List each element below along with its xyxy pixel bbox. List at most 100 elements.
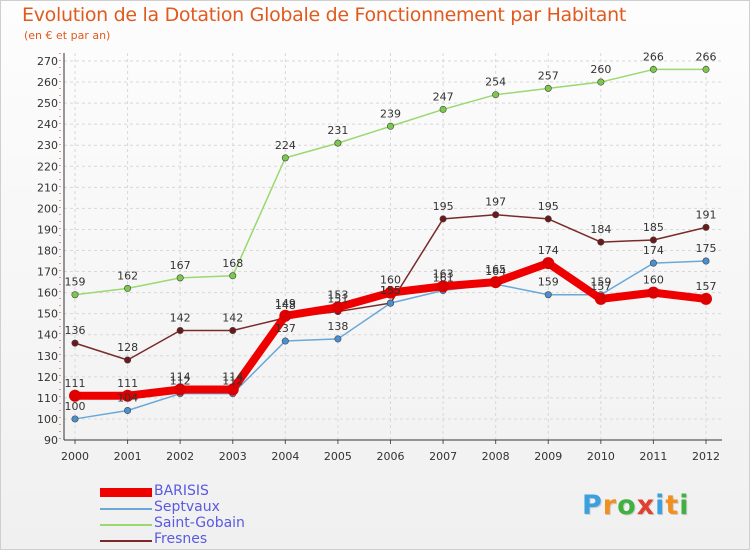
series-point-saint-gobain <box>492 91 500 99</box>
data-label-saint-gobain: 162 <box>117 269 138 282</box>
data-label-fresnes: 136 <box>65 324 86 337</box>
legend-label: Septvaux <box>154 499 220 515</box>
series-point-fresnes <box>439 215 447 223</box>
data-label-barisis: 157 <box>590 280 611 293</box>
data-label-barisis: 114 <box>170 370 191 383</box>
data-label-septvaux: 159 <box>538 276 559 289</box>
series-point-saint-gobain <box>439 105 447 113</box>
data-label-fresnes: 197 <box>485 196 506 209</box>
series-point-barisis <box>69 389 81 402</box>
data-label-saint-gobain: 159 <box>65 276 86 289</box>
y-tick-label: 190 <box>37 223 58 236</box>
x-tick-label: 2006 <box>377 450 405 463</box>
legend-item-fresnes: Fresnes <box>100 531 360 548</box>
data-label-fresnes: 195 <box>538 200 559 213</box>
legend-item-septvaux: Septvaux <box>100 499 360 516</box>
data-label-septvaux: 164 <box>485 265 506 278</box>
proxiti-logo: Proxiti <box>582 490 690 521</box>
y-tick-label: 180 <box>37 245 58 258</box>
data-label-saint-gobain: 266 <box>696 50 717 63</box>
y-tick-label: 150 <box>37 308 58 321</box>
data-label-barisis: 149 <box>275 297 296 310</box>
series-point-saint-gobain <box>702 65 710 73</box>
series-point-barisis <box>121 389 134 402</box>
data-label-barisis: 114 <box>222 370 243 383</box>
x-tick-label: 2009 <box>534 450 562 463</box>
data-label-barisis: 160 <box>643 274 664 287</box>
data-label-barisis: 111 <box>117 377 138 390</box>
data-label-septvaux: 174 <box>643 244 664 257</box>
y-tick-label: 170 <box>37 266 58 279</box>
series-point-saint-gobain <box>281 154 289 162</box>
y-tick-label: 100 <box>37 413 58 426</box>
data-label-fresnes: 151 <box>327 293 348 306</box>
data-label-septvaux: 100 <box>65 400 86 413</box>
series-point-barisis <box>384 286 397 299</box>
series-point-barisis <box>594 292 607 305</box>
data-label-septvaux: 104 <box>117 392 138 405</box>
data-label-fresnes: 191 <box>696 208 717 221</box>
data-label-barisis: 160 <box>380 274 401 287</box>
legend-item-barisis: BARISIS <box>100 483 360 500</box>
series-point-barisis <box>174 383 187 396</box>
y-tick-label: 110 <box>37 392 58 405</box>
data-label-fresnes: 148 <box>275 299 296 312</box>
series-point-septvaux <box>544 291 552 299</box>
data-label-fresnes: 142 <box>222 312 243 325</box>
legend-label: Saint-Gobain <box>154 515 245 531</box>
series-point-barisis <box>647 286 660 299</box>
data-label-barisis: 174 <box>538 244 559 257</box>
data-label-septvaux: 161 <box>433 272 454 285</box>
y-tick-label: 240 <box>37 118 58 131</box>
data-label-saint-gobain: 224 <box>275 139 296 152</box>
legend-label: Fresnes <box>154 531 208 547</box>
series-point-septvaux <box>702 257 710 265</box>
series-point-barisis <box>279 309 292 322</box>
y-tick-label: 220 <box>37 160 58 173</box>
series-point-fresnes <box>492 211 500 219</box>
data-label-saint-gobain: 231 <box>327 124 348 137</box>
series-point-saint-gobain <box>544 84 552 92</box>
y-tick-label: 250 <box>37 97 58 110</box>
chart-title: Evolution de la Dotation Globale de Fonc… <box>22 4 627 26</box>
data-label-saint-gobain: 266 <box>643 50 664 63</box>
x-tick-label: 2004 <box>271 450 299 463</box>
data-label-septvaux: 138 <box>327 320 348 333</box>
data-label-saint-gobain: 167 <box>170 259 191 272</box>
y-tick-label: 160 <box>37 287 58 300</box>
series-point-septvaux <box>649 259 657 267</box>
data-label-fresnes: 184 <box>590 223 611 236</box>
series-point-saint-gobain <box>649 65 657 73</box>
series-point-saint-gobain <box>386 122 394 130</box>
x-tick-label: 2007 <box>429 450 457 463</box>
data-label-fresnes: 128 <box>117 341 138 354</box>
data-label-barisis: 111 <box>65 377 86 390</box>
series-point-saint-gobain <box>334 139 342 147</box>
data-label-septvaux: 112 <box>170 375 191 388</box>
series-point-fresnes <box>229 327 237 335</box>
legend-swatch <box>100 524 152 526</box>
data-label-fresnes: 142 <box>170 312 191 325</box>
legend-item-saint-gobain: Saint-Gobain <box>100 515 360 532</box>
series-point-septvaux <box>71 415 79 423</box>
data-label-barisis: 153 <box>327 288 348 301</box>
data-label-saint-gobain: 247 <box>433 90 454 103</box>
y-tick-label: 260 <box>37 76 58 89</box>
x-tick-label: 2005 <box>324 450 352 463</box>
series-point-saint-gobain <box>229 272 237 280</box>
chart-subtitle: (en € et par an) <box>24 29 111 42</box>
series-point-barisis <box>700 292 712 305</box>
series-point-saint-gobain <box>176 274 184 282</box>
series-point-barisis <box>437 280 450 293</box>
legend-swatch <box>100 508 152 510</box>
x-tick-label: 2003 <box>219 450 247 463</box>
data-label-saint-gobain: 254 <box>485 76 506 89</box>
y-tick-label: 210 <box>37 181 58 194</box>
data-label-fresnes: 195 <box>433 200 454 213</box>
series-point-fresnes <box>124 356 132 364</box>
y-tick-label: 270 <box>37 55 58 68</box>
legend-swatch <box>100 540 152 542</box>
series-point-saint-gobain <box>597 78 605 86</box>
x-tick-label: 2008 <box>482 450 510 463</box>
data-label-septvaux: 112 <box>222 375 243 388</box>
